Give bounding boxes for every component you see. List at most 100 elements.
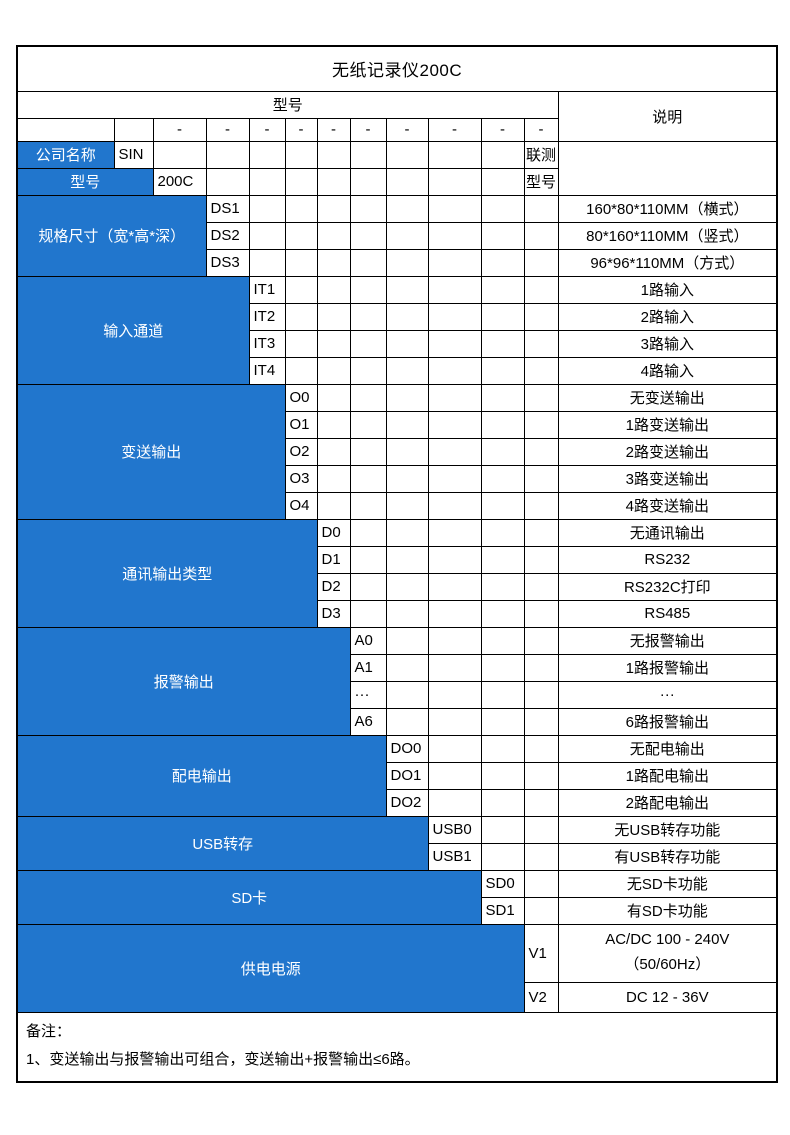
code-cell: O2 (284, 437, 318, 466)
section-label-power-distribution-output: 配电输出 (16, 734, 387, 817)
code-cell: A6 (349, 707, 387, 736)
empty-cell (480, 599, 525, 628)
desc-cell: RS485 (557, 599, 778, 628)
empty-cell (523, 761, 559, 790)
empty-cell (349, 599, 387, 628)
section-label-communication-type: 通讯输出类型 (16, 518, 318, 628)
code-cell: 200C (152, 167, 207, 196)
empty-cell (385, 491, 429, 520)
code-cell: DS2 (205, 221, 250, 250)
empty-cell (523, 545, 559, 574)
table-row: 型号 200C 型号 (16, 167, 777, 196)
code-cell: IT3 (248, 329, 286, 358)
empty-cell (385, 680, 429, 709)
desc-cell: 1路报警输出 (557, 653, 778, 682)
empty-cell (284, 275, 318, 304)
empty-cell (316, 410, 351, 439)
empty-cell (349, 518, 387, 547)
code-cell: IT1 (248, 275, 286, 304)
code-cell: DS3 (205, 248, 250, 277)
code-cell: DO2 (385, 788, 429, 817)
empty-cell (349, 329, 387, 358)
desc-cell: 无SD卡功能 (557, 869, 778, 898)
empty-cell (523, 518, 559, 547)
empty-cell (284, 356, 318, 385)
table-row: USB转存 USB0 无USB转存功能 (16, 815, 778, 871)
desc-cell: 联测 (523, 140, 559, 169)
empty-cell (385, 518, 429, 547)
empty-cell (480, 140, 525, 169)
empty-cell (427, 464, 482, 493)
empty-cell (284, 140, 318, 169)
code-cell: A1 (349, 653, 387, 682)
empty-cell (316, 356, 351, 385)
empty-cell (152, 140, 207, 169)
empty-cell (480, 167, 525, 196)
empty-cell (427, 545, 482, 574)
empty-cell (316, 167, 351, 196)
empty-cell (480, 842, 525, 871)
section-label-company-name: 公司名称 (16, 140, 115, 169)
empty-cell (523, 194, 559, 223)
code-cell: O3 (284, 464, 318, 493)
desc-cell: 6路报警输出 (557, 707, 778, 736)
empty-cell (284, 167, 318, 196)
empty-cell (349, 545, 387, 574)
code-cell: DS1 (205, 194, 250, 223)
empty-cell (427, 437, 482, 466)
desc-cell: 1路输入 (557, 275, 778, 304)
empty-cell (480, 437, 525, 466)
empty-cell (523, 815, 559, 844)
notes-title: 备注： (26, 1022, 72, 1040)
empty-cell (480, 275, 525, 304)
code-cell: O1 (284, 410, 318, 439)
code-cell: O0 (284, 383, 318, 412)
desc-cell: 无报警输出 (557, 626, 778, 655)
empty-cell (248, 194, 286, 223)
desc-cell: 1路变送输出 (557, 410, 778, 439)
empty-cell (427, 275, 482, 304)
empty-cell (316, 248, 351, 277)
empty-cell (480, 788, 525, 817)
empty-cell (480, 680, 525, 709)
empty-cell (523, 491, 559, 520)
empty-cell (385, 302, 429, 331)
empty-cell (480, 626, 525, 655)
spec-sheet-page: 无纸记录仪200C 型号 说明 - - - - - - - - - - 公司名称… (16, 45, 779, 1083)
desc-cell: 2路变送输出 (557, 437, 778, 466)
table-row: 规格尺寸（宽*高*深） DS1 160*80*110MM（横式） (16, 194, 778, 277)
table-row: 配电输出 DO0 无配电输出 (16, 734, 778, 817)
empty-cell (480, 248, 525, 277)
desc-cell: 4路输入 (557, 356, 778, 385)
desc-cell: RS232C打印 (557, 572, 778, 601)
desc-cell: 无变送输出 (557, 383, 778, 412)
description-column-header: 说明 (557, 90, 778, 142)
table-row: D2 RS232C打印 (17, 572, 778, 601)
table-row: IT3 3路输入 (17, 329, 778, 358)
table-row: DS2 80*160*110MM（竖式） (17, 221, 778, 250)
empty-cell (427, 410, 482, 439)
empty-cell (385, 599, 429, 628)
empty-cell (385, 626, 429, 655)
table-row: ··· ··· (17, 680, 778, 709)
empty-cell (349, 167, 387, 196)
empty-cell (427, 761, 482, 790)
empty-cell (427, 248, 482, 277)
empty-cell (349, 140, 387, 169)
empty-cell (427, 653, 482, 682)
empty-cell (523, 464, 559, 493)
header-row: 型号 说明 (16, 90, 778, 142)
empty-cell (385, 194, 429, 223)
empty-cell (385, 572, 429, 601)
section-label-sd-card: SD卡 (16, 869, 482, 925)
empty-cell (523, 896, 559, 925)
empty-cell (284, 302, 318, 331)
table-row: 供电电源 V1 AC/DC 100 - 240V （50/60Hz） (16, 923, 778, 1013)
empty-cell (523, 356, 559, 385)
section-label-transmitter-output: 变送输出 (16, 383, 286, 520)
empty-cell (427, 329, 482, 358)
table-row: D1 RS232 (17, 545, 778, 574)
desc-cell: 96*96*110MM（方式） (557, 248, 778, 277)
model-selection-table: 无纸记录仪200C 型号 说明 - - - - - - - - - - 公司名称… (16, 45, 779, 1083)
empty-cell (523, 383, 559, 412)
